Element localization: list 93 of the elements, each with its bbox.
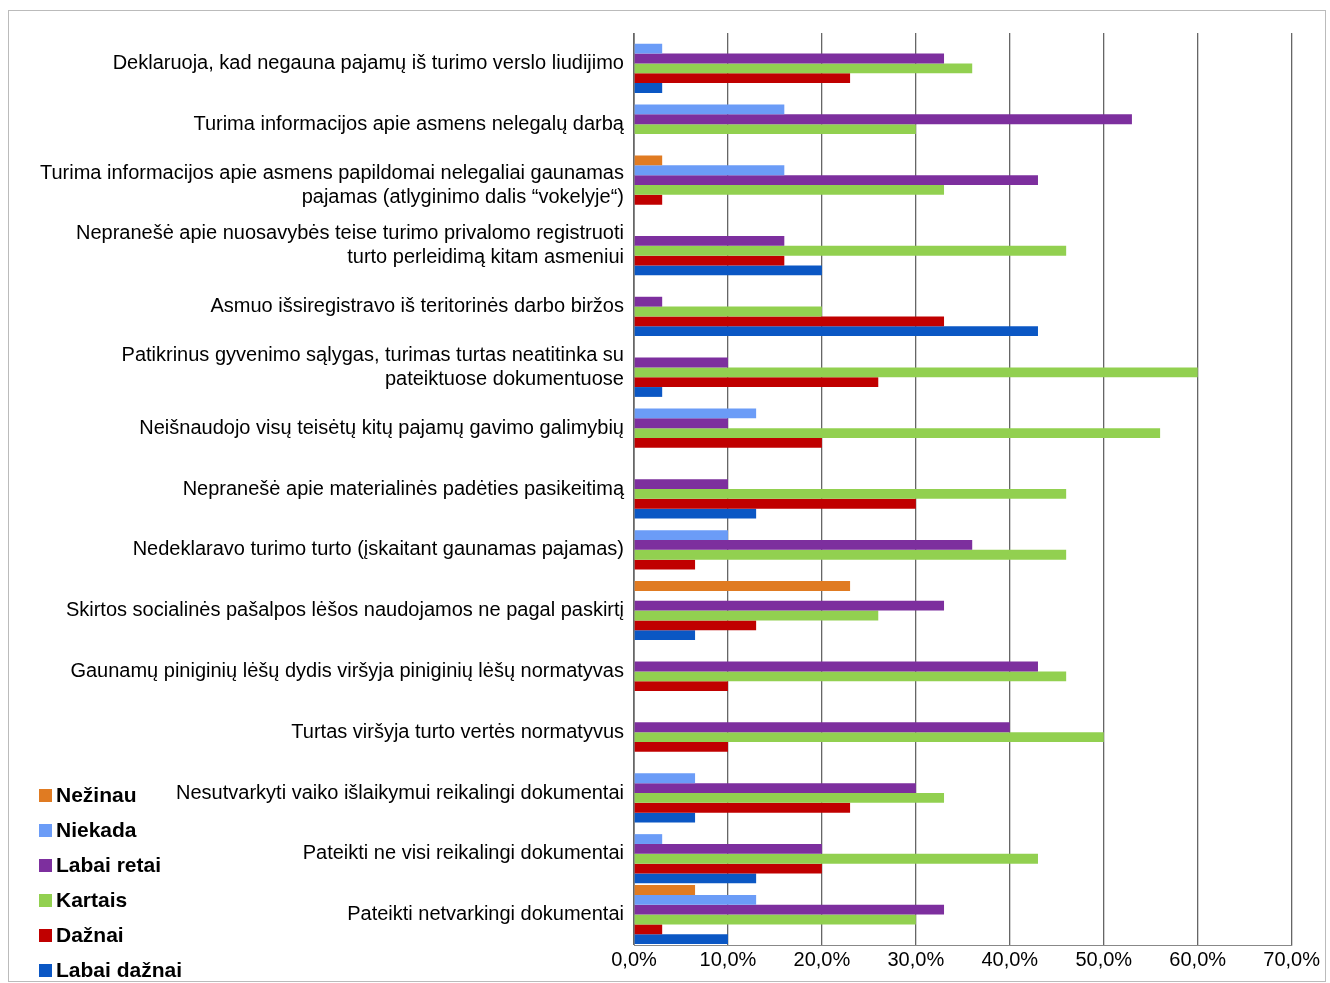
bar xyxy=(634,265,822,276)
bar xyxy=(634,489,1067,499)
bar xyxy=(634,306,822,317)
bar xyxy=(634,885,696,895)
bar xyxy=(634,530,728,540)
bar xyxy=(634,620,757,631)
bar xyxy=(634,326,1038,337)
y-tick-label: Pateikti netvarkingi dokumentai xyxy=(347,902,624,925)
legend-label: Niekada xyxy=(56,818,137,841)
bar xyxy=(634,914,916,925)
bar xyxy=(634,722,1010,733)
legend-label: Labai dažnai xyxy=(56,958,183,981)
bar xyxy=(634,873,757,884)
bar xyxy=(634,114,1132,125)
bar xyxy=(634,408,757,419)
y-tick-label: Skirtos socialinės pašalpos lėšos naudojamos ne pagal paskirtį xyxy=(65,598,624,621)
bar xyxy=(634,834,663,844)
bar xyxy=(634,175,1038,185)
bar xyxy=(634,559,696,570)
x-tick-label: 30,0% xyxy=(887,947,945,970)
bar xyxy=(634,124,916,135)
x-tick-label: 10,0% xyxy=(699,947,757,970)
bar xyxy=(634,863,822,874)
y-tick-label: Nedeklaravo turimo turto (įskaitant gaunamas pajamas) xyxy=(132,537,624,560)
bar xyxy=(634,387,663,397)
bar xyxy=(634,732,1104,743)
y-tick-label: Turima informacijos apie asmens papildomai nelegaliai gaunamas pajamas (atlyginimo dalis “vokelyje“) xyxy=(39,160,624,207)
bar xyxy=(634,661,1038,672)
bar xyxy=(634,479,728,489)
bar xyxy=(634,843,822,854)
bar xyxy=(634,812,696,823)
x-tick-label: 70,0% xyxy=(1263,947,1321,970)
legend-label: Nežinau xyxy=(56,783,137,806)
bar xyxy=(634,853,1038,864)
x-tick-label: 0,0% xyxy=(611,947,658,970)
bar xyxy=(634,53,945,64)
bar xyxy=(634,43,663,54)
x-tick-label: 50,0% xyxy=(1075,947,1133,970)
bar xyxy=(634,742,728,752)
legend-label: Kartais xyxy=(56,888,128,911)
y-tick-label: Turtas viršyja turto vertės normatyvus xyxy=(291,719,624,742)
bar xyxy=(634,783,916,793)
bar xyxy=(634,539,973,550)
bar xyxy=(634,924,663,935)
bar xyxy=(634,155,663,166)
bar xyxy=(634,165,785,176)
y-tick-label: Pateikti ne visi reikalingi dokumentai xyxy=(302,841,624,864)
y-tick-label: Neišnaudojo visų teisėtų kitų pajamų gavimo galimybių xyxy=(139,415,624,438)
y-tick-label: Turima informacijos apie asmens nelegalų darbą xyxy=(193,111,625,134)
y-tick-label: Deklaruoja, kad negauna pajamų iš turimo verslo liudijimo xyxy=(112,50,624,73)
x-tick-label: 40,0% xyxy=(981,947,1039,970)
bar xyxy=(634,428,1161,439)
bar xyxy=(634,377,879,388)
bar xyxy=(634,73,851,84)
bar xyxy=(634,296,663,307)
x-tick-label: 20,0% xyxy=(793,947,851,970)
bar xyxy=(634,255,785,266)
bar xyxy=(634,600,945,611)
bar xyxy=(634,630,696,641)
bar xyxy=(634,904,945,915)
bar xyxy=(634,508,757,519)
bar xyxy=(634,610,879,621)
legend-label: Labai retai xyxy=(56,853,162,876)
bar xyxy=(634,934,728,945)
bar xyxy=(634,245,1067,256)
bar xyxy=(634,357,728,368)
legend-label: Dažnai xyxy=(56,923,124,946)
bar xyxy=(634,681,728,692)
bar xyxy=(634,793,945,803)
bar xyxy=(634,194,663,205)
bar xyxy=(634,63,973,74)
bar xyxy=(634,316,945,327)
bar xyxy=(634,104,785,115)
bar xyxy=(634,185,945,195)
bar xyxy=(634,367,1198,378)
bar xyxy=(634,498,916,509)
y-tick-label: Nesutvarkyti vaiko išlaikymui reikalingi dokumentai xyxy=(176,780,624,803)
bar xyxy=(634,235,785,246)
bar xyxy=(634,549,1067,560)
y-tick-label: Nepranešė apie materialinės padėties pasikeitimą xyxy=(182,476,625,499)
bar xyxy=(634,581,851,591)
bar xyxy=(634,438,822,448)
bar xyxy=(634,773,696,784)
y-tick-label: Asmuo išsiregistravo iš teritorinės darbo biržos xyxy=(210,294,624,317)
y-tick-label: Patikrinus gyvenimo sąlygas, turimas turtas neatitinka su pateiktuose dokumentuose xyxy=(121,342,624,389)
x-tick-label: 60,0% xyxy=(1169,947,1227,970)
y-tick-label: Nepranešė apie nuosavybės teise turimo privalomo registruoti turto perleidimą kitam asmeniui xyxy=(75,221,624,268)
bar xyxy=(634,671,1067,682)
bar xyxy=(634,802,851,813)
bar xyxy=(634,83,663,93)
bar xyxy=(634,894,757,905)
y-tick-label: Gaunamų piniginių lėšų dydis viršyja piniginių lėšų normatyvas xyxy=(70,658,624,681)
bar xyxy=(634,418,728,429)
